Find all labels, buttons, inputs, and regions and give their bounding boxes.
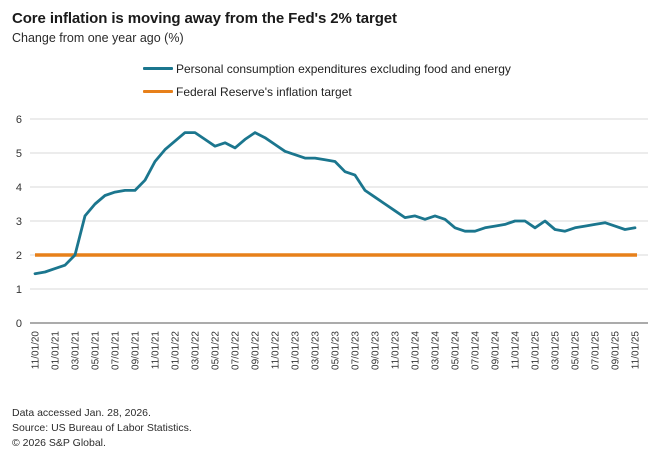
svg-text:11/01/23: 11/01/23 [391, 331, 402, 370]
svg-text:03/01/25: 03/01/25 [551, 331, 562, 370]
svg-text:09/01/25: 09/01/25 [611, 331, 622, 370]
svg-text:01/01/23: 01/01/23 [291, 331, 302, 370]
svg-text:07/01/22: 07/01/22 [231, 331, 242, 370]
footer-data-accessed: Data accessed Jan. 28, 2026. [12, 407, 151, 419]
svg-text:05/01/23: 05/01/23 [331, 331, 342, 370]
svg-text:05/01/21: 05/01/21 [91, 331, 102, 370]
svg-text:11/01/24: 11/01/24 [511, 331, 522, 370]
footer-copyright: © 2026 S&P Global. [12, 437, 106, 449]
svg-text:03/01/22: 03/01/22 [191, 331, 202, 370]
svg-text:03/01/24: 03/01/24 [431, 331, 442, 370]
legend-item-target: Federal Reserve's inflation target [143, 80, 660, 103]
svg-text:0: 0 [16, 318, 22, 330]
inflation-line-chart: 0 1 2 3 4 5 6 11/01/20 01/01/21 03/01/21 05/01/21 0… [16, 114, 648, 370]
pce-inflation-line [33, 131, 637, 276]
svg-text:01/01/22: 01/01/22 [171, 331, 182, 370]
svg-text:1: 1 [16, 284, 22, 296]
svg-text:5: 5 [16, 148, 22, 160]
legend-label-pce: Personal consumption expenditures exclud… [176, 61, 511, 76]
page-subtitle: Change from one year ago (%) [12, 31, 184, 45]
svg-text:07/01/23: 07/01/23 [351, 331, 362, 370]
svg-text:07/01/25: 07/01/25 [591, 331, 602, 370]
svg-text:3: 3 [16, 216, 22, 228]
svg-text:11/01/21: 11/01/21 [151, 331, 162, 370]
svg-text:09/01/23: 09/01/23 [371, 331, 382, 370]
svg-text:05/01/24: 05/01/24 [451, 331, 462, 370]
svg-text:09/01/21: 09/01/21 [131, 331, 142, 370]
svg-text:11/01/20: 11/01/20 [31, 331, 42, 370]
svg-text:03/01/23: 03/01/23 [311, 331, 322, 370]
page-title: Core inflation is moving away from the F… [12, 10, 397, 27]
target-line-swatch [143, 90, 173, 93]
svg-text:09/01/22: 09/01/22 [251, 331, 262, 370]
svg-text:6: 6 [16, 114, 22, 126]
x-axis-labels: 11/01/20 01/01/21 03/01/21 05/01/21 07/01/21… [31, 331, 642, 370]
svg-text:03/01/21: 03/01/21 [71, 331, 82, 370]
svg-text:2: 2 [16, 250, 22, 262]
svg-text:11/01/22: 11/01/22 [271, 331, 282, 370]
svg-text:07/01/24: 07/01/24 [471, 331, 482, 370]
legend-label-target: Federal Reserve's inflation target [176, 84, 352, 99]
y-axis-labels: 0 1 2 3 4 5 6 [16, 114, 22, 330]
svg-text:05/01/25: 05/01/25 [571, 331, 582, 370]
svg-text:01/01/24: 01/01/24 [411, 331, 422, 370]
svg-text:4: 4 [16, 182, 22, 194]
y-gridlines [30, 118, 648, 324]
svg-text:01/01/25: 01/01/25 [531, 331, 542, 370]
svg-text:01/01/21: 01/01/21 [51, 331, 62, 370]
svg-text:09/01/24: 09/01/24 [491, 331, 502, 370]
svg-text:11/01/25: 11/01/25 [631, 331, 642, 370]
svg-text:07/01/21: 07/01/21 [111, 331, 122, 370]
footer-source: Source: US Bureau of Labor Statistics. [12, 422, 192, 434]
legend-item-pce: Personal consumption expenditures exclud… [143, 57, 660, 80]
pce-line-swatch [143, 67, 173, 70]
svg-text:05/01/22: 05/01/22 [211, 331, 222, 370]
chart-footer: Data accessed Jan. 28, 2026. Source: US … [0, 400, 660, 451]
chart-legend: Personal consumption expenditures exclud… [143, 57, 660, 103]
chart-area: 0 1 2 3 4 5 6 11/01/20 01/01/21 03/01/21 05/01/21 0… [0, 105, 660, 400]
